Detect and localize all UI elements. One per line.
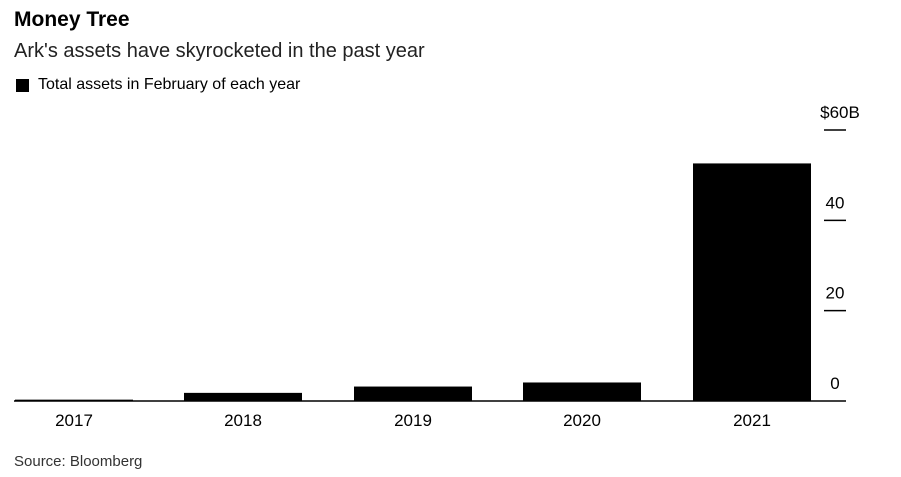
legend: Total assets in February of each year — [16, 76, 300, 94]
y-tick-label: 40 — [826, 193, 845, 212]
bar-2019 — [354, 386, 472, 401]
legend-label: Total assets in February of each year — [38, 76, 301, 93]
chart-subtitle: Ark's assets have skyrocketed in the pas… — [14, 40, 425, 62]
y-tick-label: $60B — [820, 103, 860, 122]
x-tick-label: 2019 — [394, 411, 432, 430]
y-tick-label: 0 — [830, 374, 839, 393]
y-tick-label: 20 — [826, 284, 845, 303]
legend-swatch — [16, 78, 29, 92]
x-tick-label: 2018 — [224, 411, 262, 430]
x-tick-label: 2021 — [733, 411, 771, 430]
bar-2020 — [523, 382, 641, 401]
x-tick-label: 2017 — [55, 411, 93, 430]
bar-2021 — [693, 163, 811, 401]
bar-2018 — [184, 392, 302, 401]
source-note: Source: Bloomberg — [14, 453, 143, 470]
x-tick-label: 2020 — [563, 411, 601, 430]
chart-title: Money Tree — [14, 8, 130, 31]
